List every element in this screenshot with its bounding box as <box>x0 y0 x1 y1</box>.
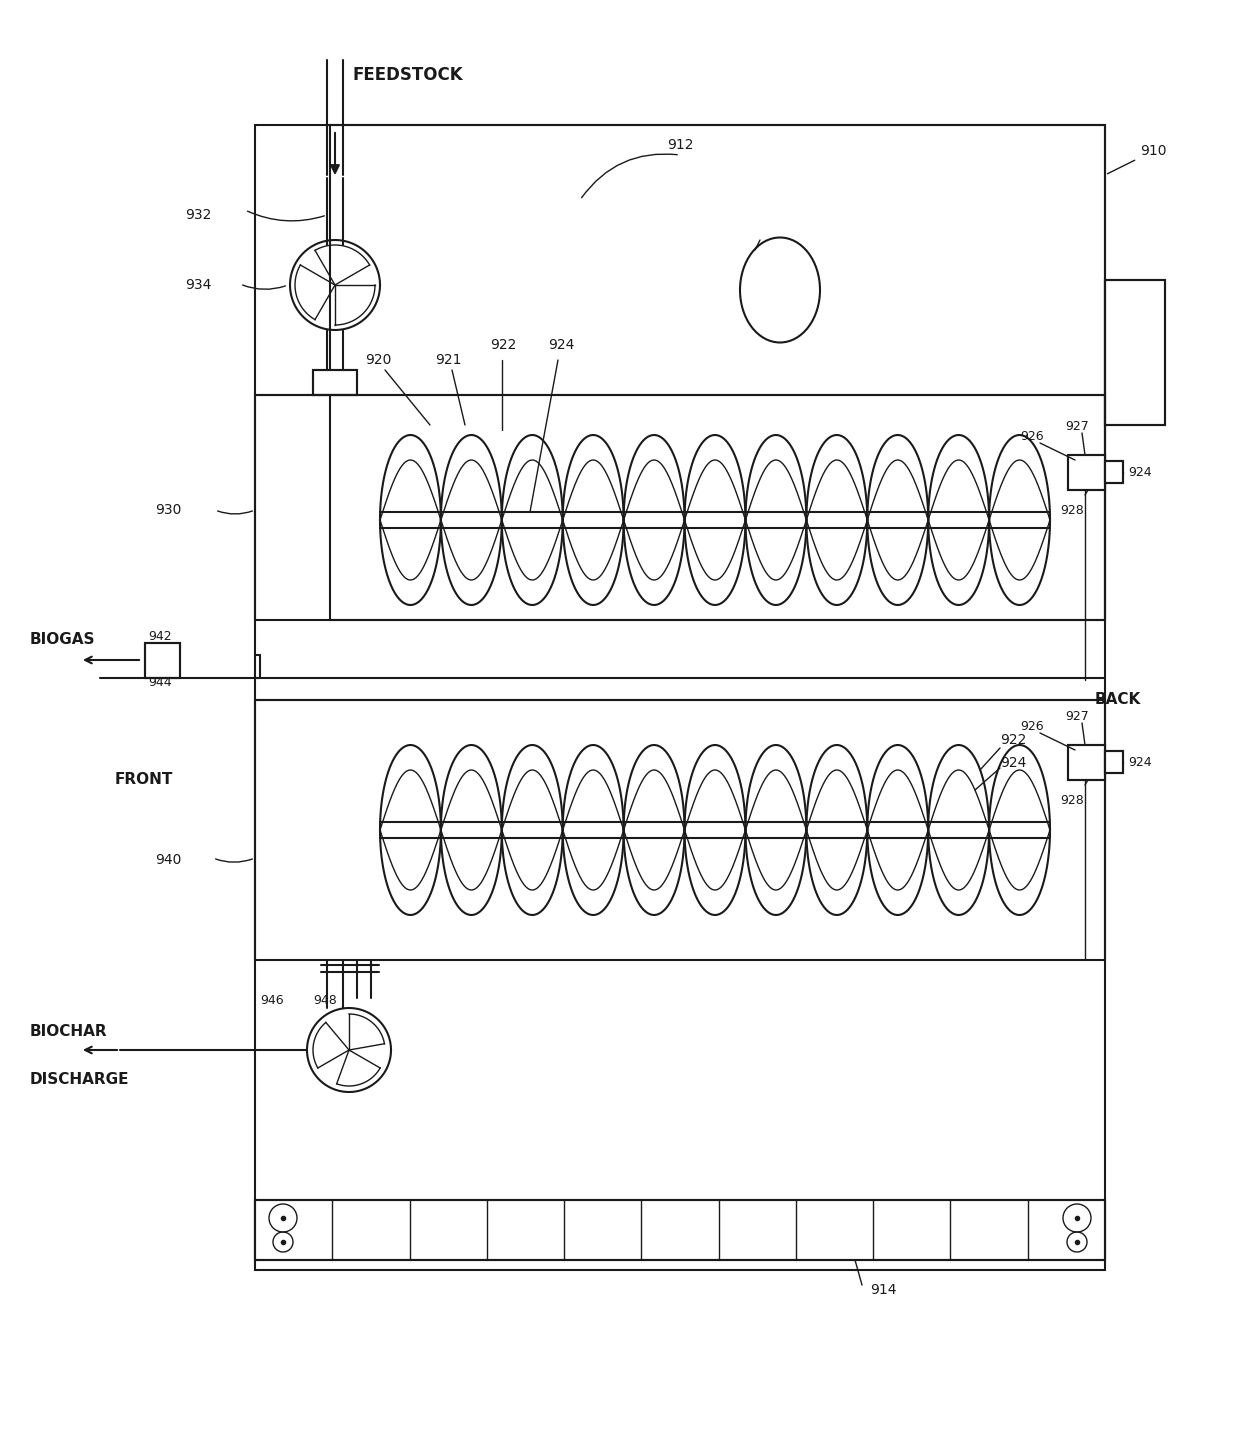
Bar <box>1105 461 1123 483</box>
FancyArrowPatch shape <box>216 859 253 862</box>
Bar <box>255 395 1105 620</box>
Text: DISCHARGE: DISCHARGE <box>30 1072 129 1088</box>
Text: 926: 926 <box>1021 720 1044 733</box>
Bar <box>1105 280 1166 425</box>
Text: 930: 930 <box>155 503 181 517</box>
Bar <box>1105 461 1123 483</box>
Bar <box>145 643 180 679</box>
Bar <box>255 1200 1105 1259</box>
Text: 914: 914 <box>870 1282 897 1297</box>
Bar <box>1068 455 1105 490</box>
Bar <box>312 370 357 395</box>
Text: 922: 922 <box>999 733 1027 746</box>
Text: 921: 921 <box>435 353 461 367</box>
Text: FEEDSTOCK: FEEDSTOCK <box>353 66 464 84</box>
Text: 924: 924 <box>999 757 1027 769</box>
Text: 934: 934 <box>185 278 211 293</box>
Text: 926: 926 <box>1021 431 1044 444</box>
FancyArrowPatch shape <box>217 512 253 514</box>
Text: 924: 924 <box>548 339 574 352</box>
Bar <box>1068 455 1105 490</box>
Text: 946: 946 <box>260 993 284 1006</box>
FancyArrowPatch shape <box>582 154 677 197</box>
Bar <box>1105 280 1166 425</box>
Text: 948: 948 <box>312 993 337 1006</box>
FancyArrowPatch shape <box>243 285 285 290</box>
Bar <box>312 370 357 395</box>
Text: 927: 927 <box>1065 710 1089 723</box>
Bar <box>1068 745 1105 780</box>
Text: BACK: BACK <box>1095 693 1141 708</box>
Text: BIOGAS: BIOGAS <box>30 633 95 647</box>
Text: 912: 912 <box>667 138 693 151</box>
Bar <box>1105 751 1123 772</box>
Text: 920: 920 <box>365 353 392 367</box>
Text: 928: 928 <box>1060 794 1084 807</box>
Text: FRONT: FRONT <box>115 772 174 787</box>
Text: 922: 922 <box>490 339 516 352</box>
Bar <box>255 1200 1105 1259</box>
Text: BIOCHAR: BIOCHAR <box>30 1025 108 1039</box>
Text: 928: 928 <box>1060 503 1084 516</box>
Text: 932: 932 <box>185 208 211 222</box>
Text: 924: 924 <box>1128 465 1152 478</box>
Text: 942: 942 <box>148 631 171 644</box>
Text: 924: 924 <box>1128 755 1152 768</box>
Bar <box>330 125 1105 620</box>
Text: 910: 910 <box>1107 144 1167 174</box>
Text: 940: 940 <box>155 853 181 867</box>
FancyArrowPatch shape <box>248 212 325 220</box>
Text: 944: 944 <box>148 676 171 689</box>
Bar <box>145 643 180 679</box>
Bar <box>1068 745 1105 780</box>
Text: 927: 927 <box>1065 421 1089 434</box>
Bar <box>1105 751 1123 772</box>
Bar <box>255 700 1105 960</box>
Bar <box>255 125 1105 1270</box>
